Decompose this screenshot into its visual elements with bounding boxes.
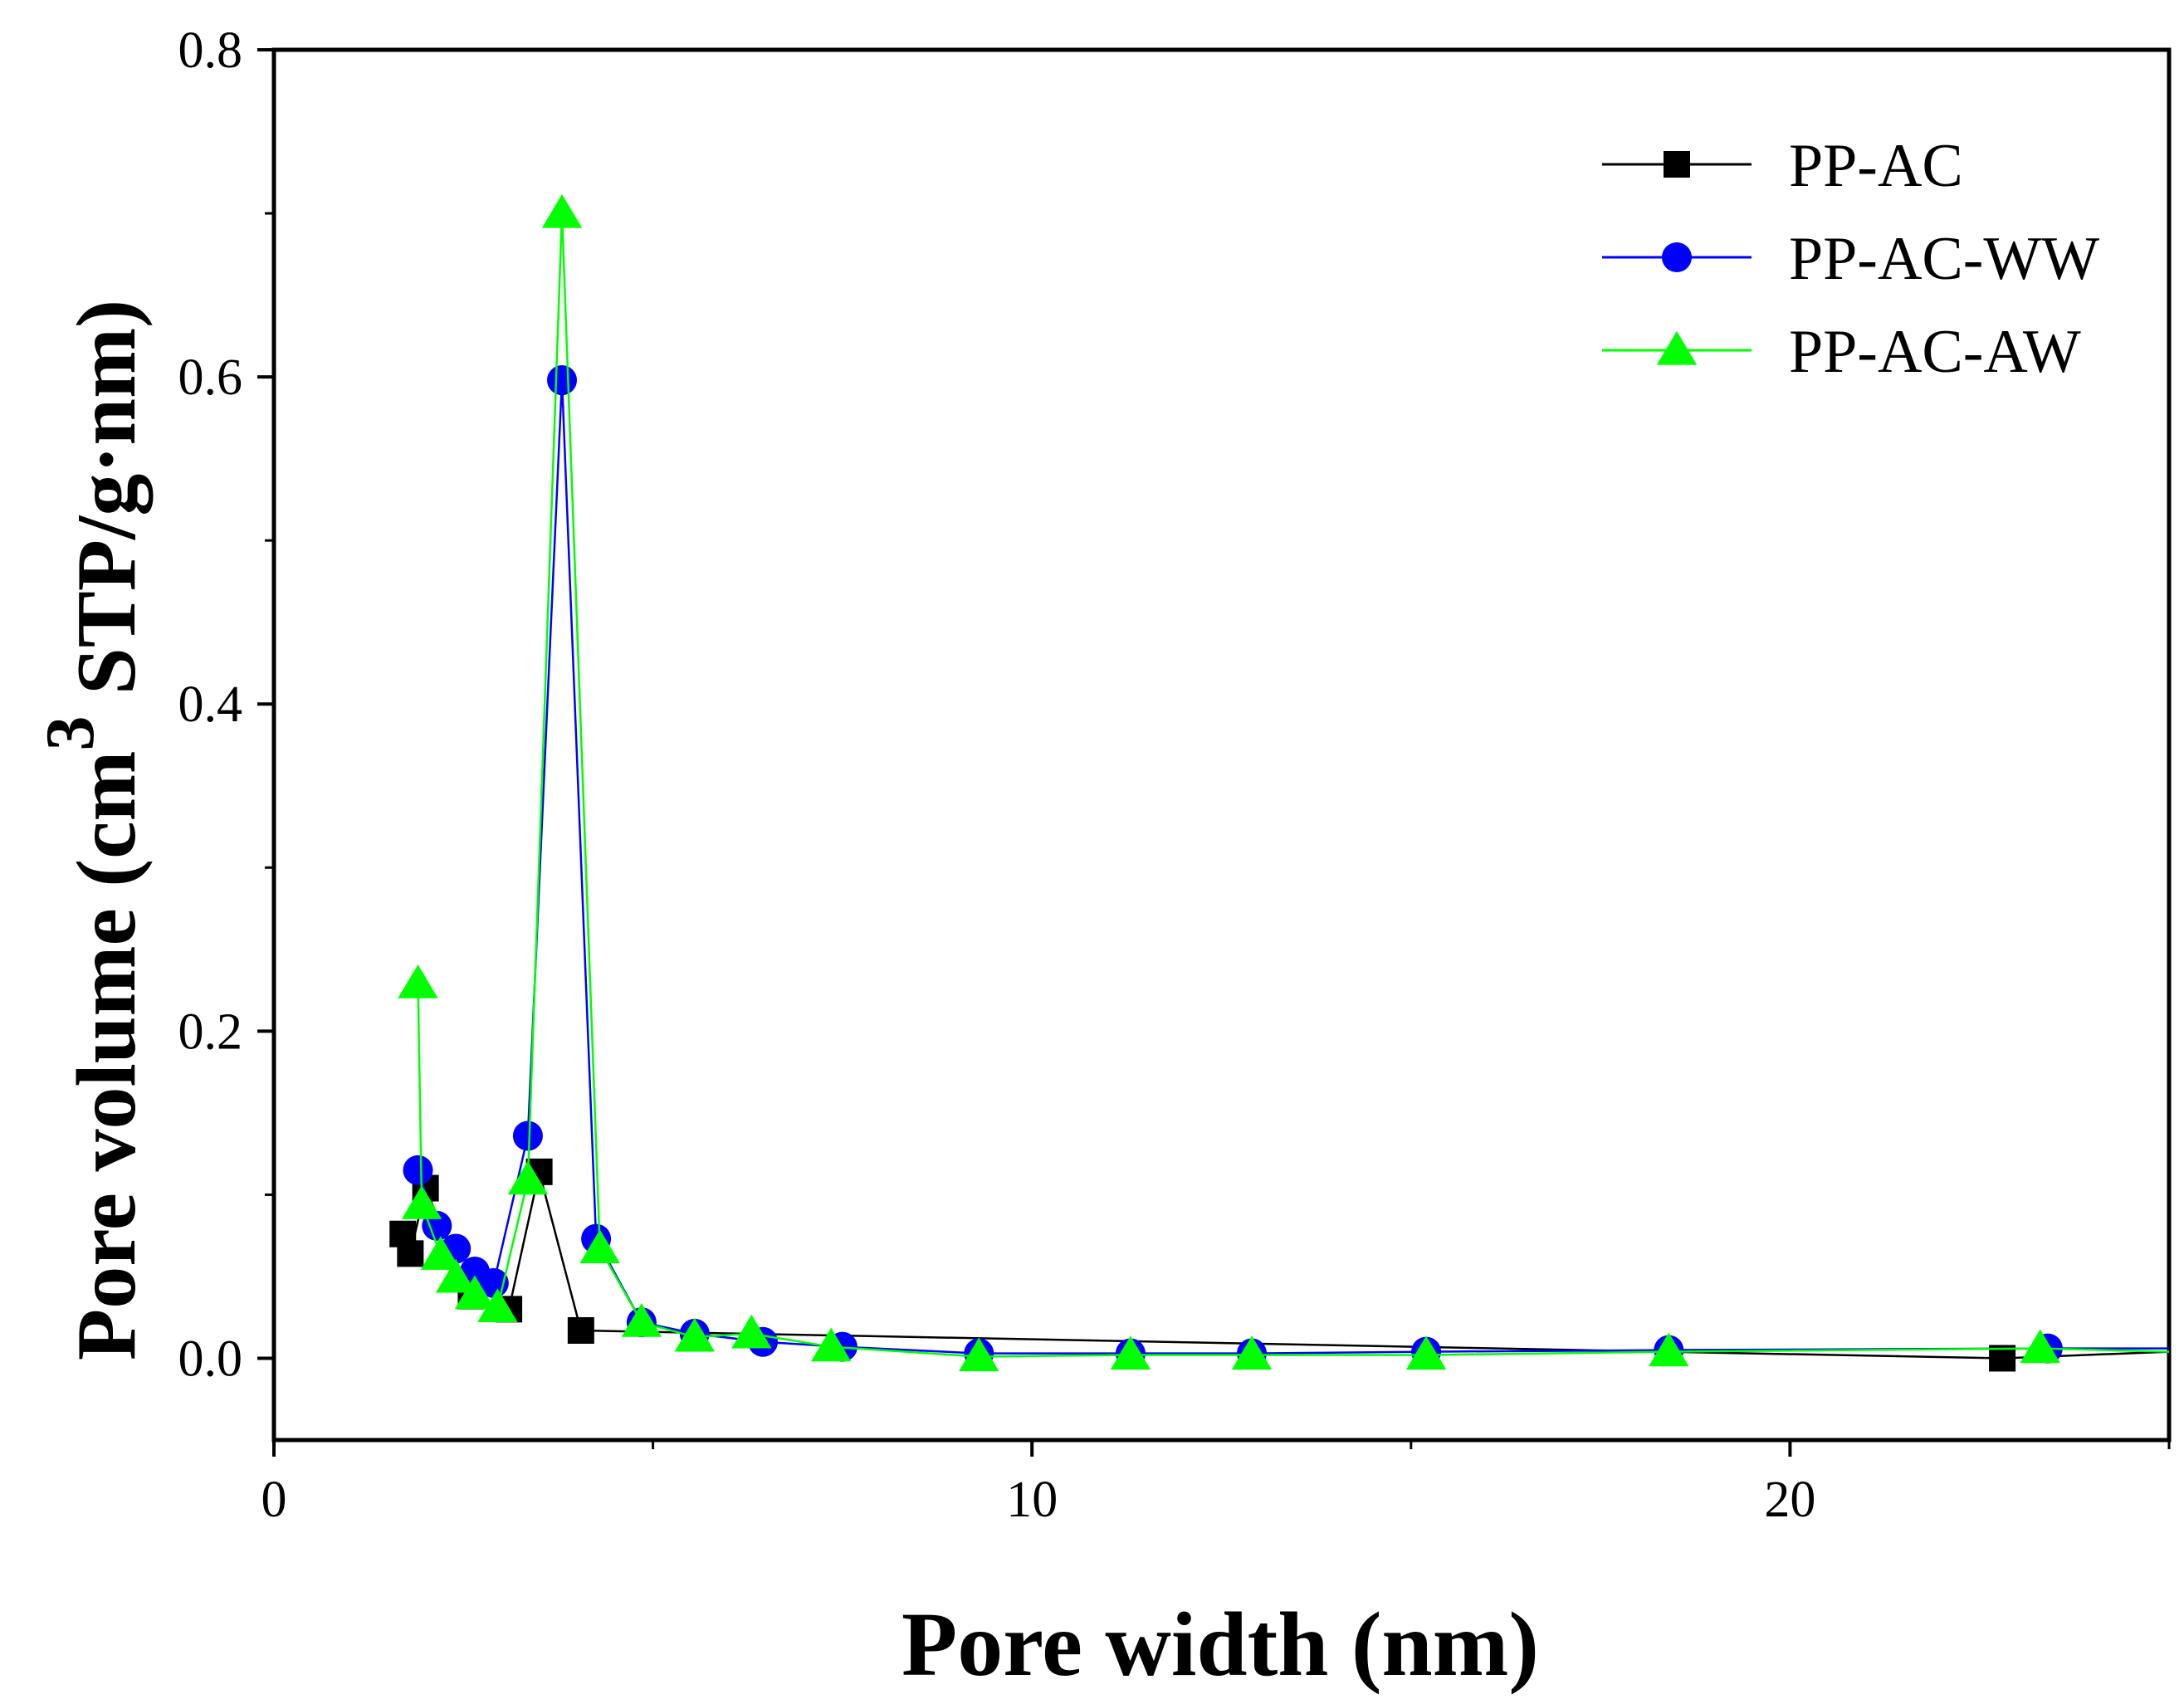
series-pp-ac	[389, 1158, 2170, 1372]
data-point	[403, 1155, 433, 1185]
y-tick-label: 0.8	[178, 22, 243, 79]
x-tick-label: 10	[1006, 1472, 1058, 1528]
data-point	[454, 1275, 496, 1310]
data-point	[811, 1327, 852, 1362]
data-point	[621, 1303, 662, 1337]
data-point	[1231, 1335, 1273, 1370]
data-point	[1649, 1332, 1689, 1367]
legend-marker	[1656, 330, 1698, 365]
y-axis-title-superscript: 3	[32, 716, 109, 751]
axes: 0 10 20 0.0 0.2 0.4 0.6 0.8	[178, 22, 2171, 1528]
data-point	[547, 365, 578, 396]
data-point	[1405, 1335, 1447, 1370]
y-tick-label: 0.2	[178, 1003, 243, 1060]
data-point	[2020, 1329, 2060, 1364]
y-axis-title-main: Pore volume (cm	[60, 751, 154, 1361]
x-tick-label: 0	[261, 1472, 287, 1528]
series-pp-ac-ww	[403, 365, 2169, 1369]
legend-item: PP-AC-AW	[1602, 318, 2081, 386]
data-point	[507, 1160, 549, 1195]
legend-label: PP-AC-WW	[1789, 225, 2099, 293]
series-line	[417, 380, 2169, 1355]
plot-frame	[271, 47, 2172, 1443]
x-tick-label: 20	[1764, 1472, 1815, 1528]
data-point	[674, 1317, 716, 1352]
data-point	[477, 1288, 518, 1322]
legend-label: PP-AC-AW	[1789, 318, 2081, 386]
legend-marker	[1664, 151, 1690, 178]
data-point	[512, 1120, 543, 1151]
plot-border	[271, 47, 2172, 1443]
data-point	[397, 1240, 424, 1267]
data-point	[567, 1316, 594, 1344]
data-point	[401, 1185, 442, 1219]
legend-marker	[1662, 242, 1692, 272]
data-point	[420, 1236, 462, 1270]
y-tick-label: 0.4	[178, 676, 243, 733]
svg-text:Pore volume (cm3 STP/g·nm): Pore volume (cm3 STP/g·nm)	[32, 300, 154, 1360]
data-point	[398, 964, 438, 998]
series-pp-ac-aw	[398, 193, 2170, 1372]
data-point	[959, 1337, 999, 1372]
legend-label: PP-AC	[1789, 132, 1963, 200]
y-axis-title-tail: STP/g·nm)	[60, 300, 154, 716]
y-tick-label: 0.0	[178, 1330, 243, 1387]
legend-item: PP-AC	[1602, 132, 1963, 200]
x-axis-title: Pore width (nm)	[901, 1594, 1539, 1695]
data-point	[435, 1258, 476, 1293]
data-point	[1110, 1335, 1151, 1370]
legend-item: PP-AC-WW	[1602, 225, 2099, 293]
y-axis-title: Pore volume (cm3 STP/g·nm)	[32, 300, 154, 1360]
data-point	[731, 1314, 772, 1349]
legend: PP-AC PP-AC-WW PP-AC-AW	[1602, 132, 2099, 386]
y-tick-label: 0.6	[178, 349, 243, 406]
data-point	[579, 1229, 620, 1264]
data-point	[541, 193, 583, 228]
series-layer	[389, 193, 2170, 1372]
